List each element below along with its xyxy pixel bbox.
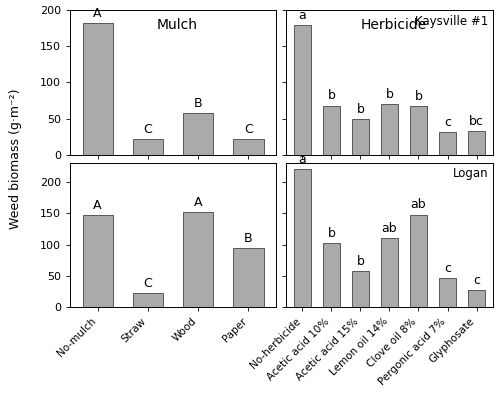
Text: ab: ab: [410, 199, 426, 212]
Bar: [352, 119, 369, 155]
Text: A: A: [94, 199, 102, 212]
Text: Kaysville #1: Kaysville #1: [415, 15, 488, 28]
Text: Logan: Logan: [453, 168, 488, 181]
Text: C: C: [144, 123, 152, 136]
Bar: [322, 243, 340, 307]
Bar: [82, 215, 112, 307]
Text: c: c: [444, 116, 451, 129]
Bar: [294, 169, 311, 307]
Text: C: C: [244, 123, 253, 136]
Bar: [183, 212, 214, 307]
Bar: [439, 278, 456, 307]
Text: C: C: [144, 277, 152, 290]
Text: a: a: [298, 9, 306, 22]
Bar: [133, 139, 163, 155]
Bar: [468, 290, 485, 307]
Text: a: a: [298, 153, 306, 166]
Text: B: B: [194, 97, 202, 110]
Text: Herbicide: Herbicide: [360, 18, 426, 32]
Text: ab: ab: [382, 222, 398, 235]
Bar: [294, 25, 311, 155]
Bar: [410, 214, 427, 307]
Bar: [410, 106, 427, 155]
Text: b: b: [328, 89, 336, 102]
Bar: [234, 139, 264, 155]
Text: B: B: [244, 232, 253, 245]
Bar: [183, 113, 214, 155]
Bar: [82, 23, 112, 155]
Text: b: b: [328, 227, 336, 240]
Text: b: b: [386, 88, 394, 101]
Bar: [439, 132, 456, 155]
Text: Weed biomass (g·m⁻²): Weed biomass (g·m⁻²): [10, 89, 22, 229]
Text: A: A: [94, 7, 102, 20]
Text: c: c: [473, 273, 480, 286]
Bar: [380, 104, 398, 155]
Bar: [133, 293, 163, 307]
Bar: [322, 105, 340, 155]
Text: Mulch: Mulch: [156, 18, 198, 32]
Text: b: b: [356, 103, 364, 116]
Text: bc: bc: [469, 115, 484, 127]
Bar: [352, 271, 369, 307]
Text: b: b: [356, 255, 364, 268]
Bar: [380, 238, 398, 307]
Bar: [234, 248, 264, 307]
Text: A: A: [194, 196, 202, 209]
Text: c: c: [444, 262, 451, 275]
Text: b: b: [414, 90, 422, 103]
Bar: [468, 131, 485, 155]
